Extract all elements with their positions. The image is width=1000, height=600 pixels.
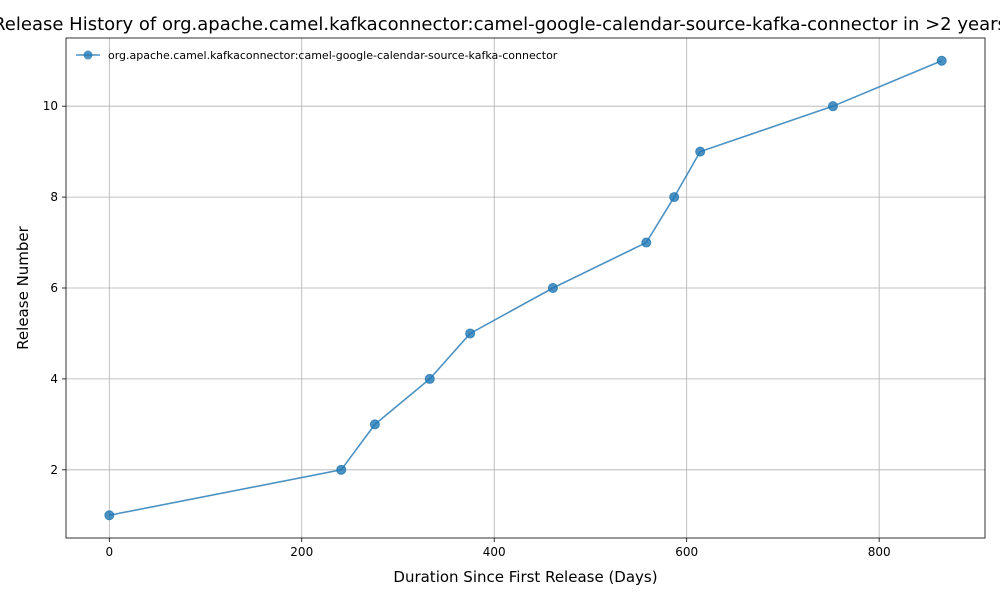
series-layer (104, 55, 947, 521)
data-point (369, 419, 380, 430)
data-point (336, 464, 347, 475)
data-point (641, 237, 652, 248)
y-tick-label: 6 (50, 281, 58, 295)
chart-title: Release History of org.apache.camel.kafk… (0, 14, 1000, 35)
x-axis-title: Duration Since First Release (Days) (393, 568, 657, 586)
legend-marker-swatch (83, 50, 93, 60)
data-point (104, 510, 115, 521)
grid-lines (66, 38, 985, 538)
x-tick-label: 800 (868, 545, 891, 559)
legend: org.apache.camel.kafkaconnector:camel-go… (76, 49, 558, 62)
y-axis-ticks: 2 4 6 8 10 (43, 99, 66, 477)
data-point (465, 328, 476, 339)
y-tick-label: 10 (43, 99, 58, 113)
y-tick-label: 8 (50, 190, 58, 204)
x-tick-label: 600 (675, 545, 698, 559)
y-tick-label: 4 (50, 372, 58, 386)
legend-entry-label: org.apache.camel.kafkaconnector:camel-go… (108, 49, 558, 62)
x-tick-label: 200 (290, 545, 313, 559)
x-tick-label: 400 (483, 545, 506, 559)
data-point (695, 146, 706, 157)
x-axis-ticks: 0 200 400 600 800 (105, 538, 891, 559)
data-point (669, 192, 680, 203)
data-point (424, 373, 435, 384)
x-tick-label: 0 (105, 545, 113, 559)
data-point (547, 283, 558, 293)
y-tick-label: 2 (50, 463, 58, 477)
data-point (936, 55, 947, 66)
data-point (827, 101, 838, 112)
y-axis-title: Release Number (14, 225, 32, 349)
